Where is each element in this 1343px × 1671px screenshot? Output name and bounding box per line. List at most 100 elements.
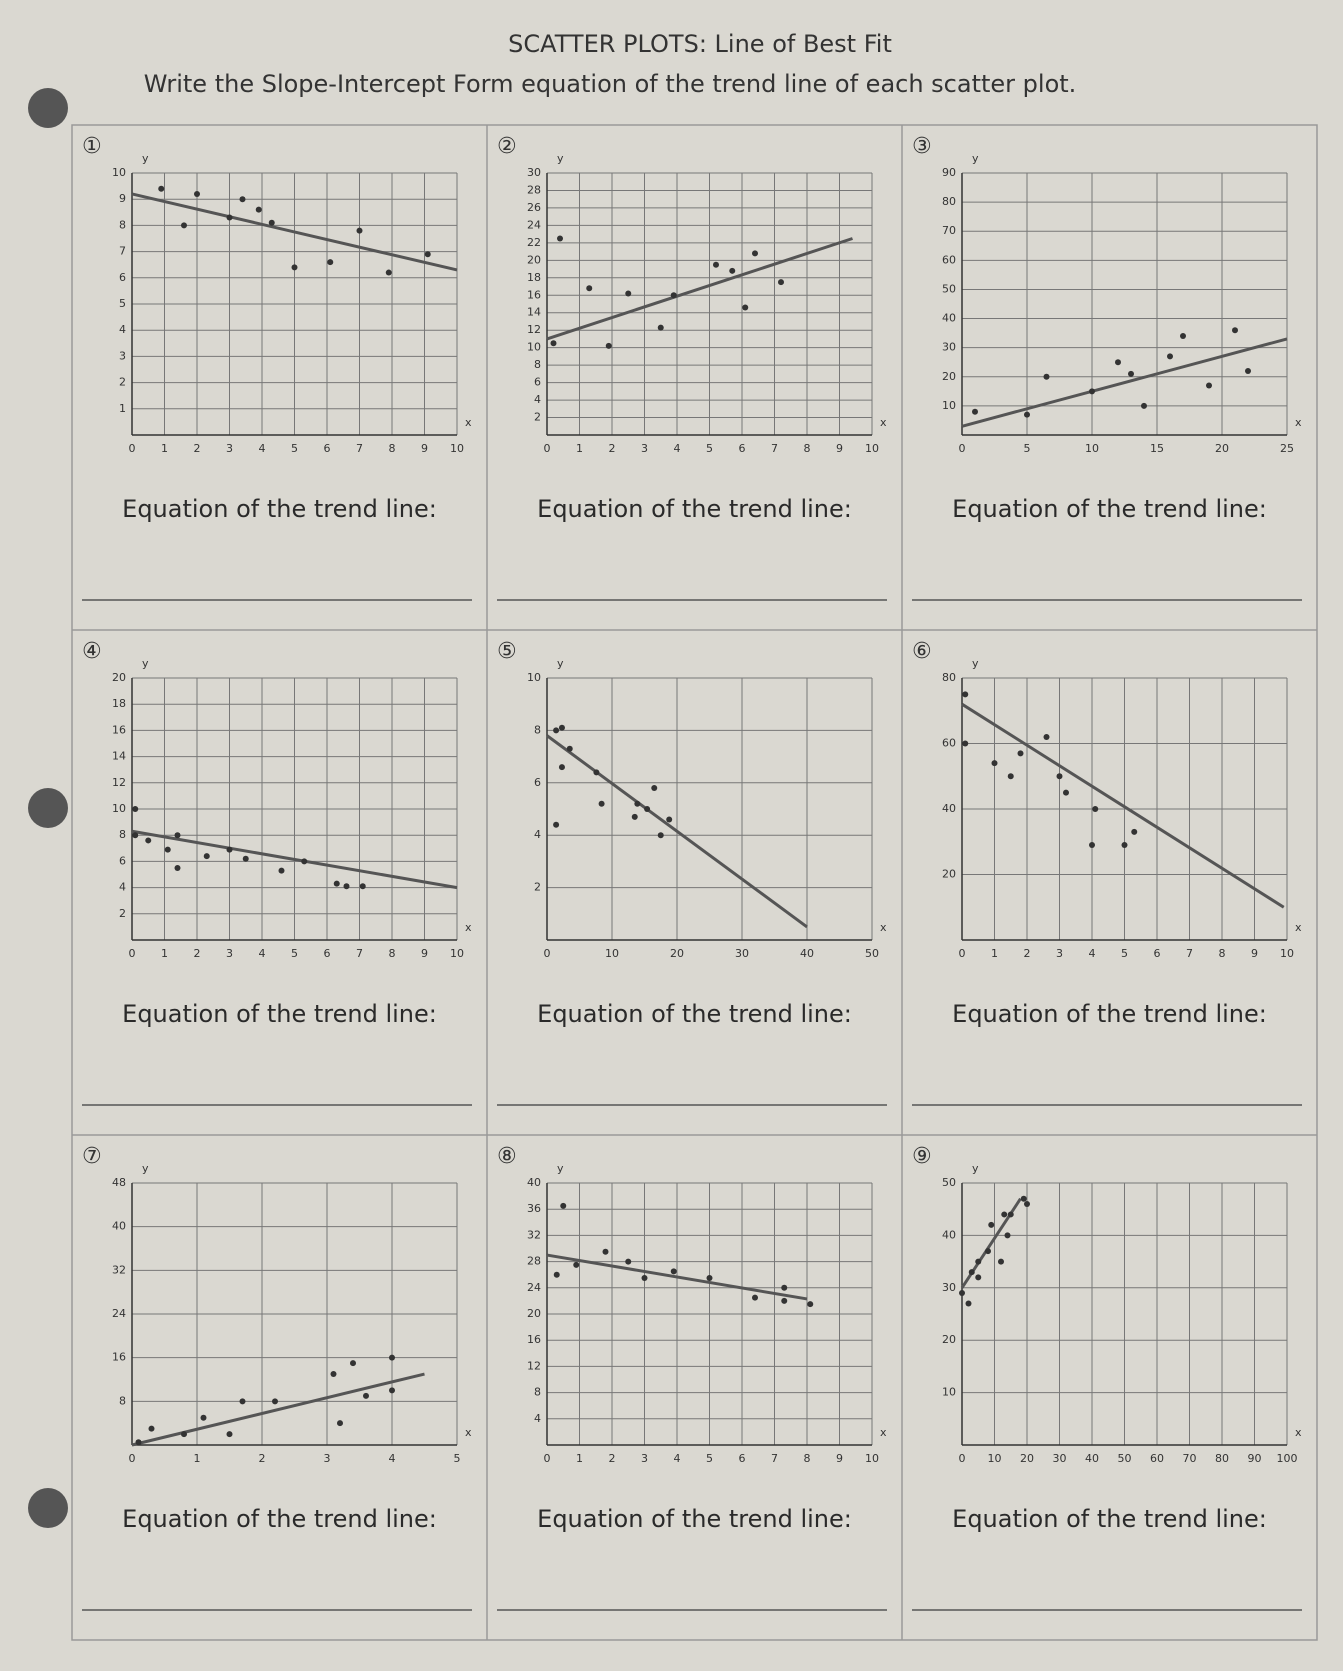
point — [752, 250, 758, 257]
y-tick-label: 24 — [527, 218, 541, 231]
x-tick-label: 9 — [836, 1452, 843, 1465]
point — [729, 267, 736, 274]
x-axis-label: x — [1295, 921, 1302, 934]
point — [651, 785, 658, 792]
x-tick-label: 4 — [674, 1452, 681, 1465]
x-axis-label: x — [880, 921, 887, 934]
y-tick-label: 4 — [534, 393, 541, 406]
point — [343, 883, 350, 890]
point — [333, 880, 340, 887]
x-tick-label: 2 — [194, 442, 201, 455]
point — [1020, 1195, 1027, 1202]
y-tick-label: 40 — [942, 312, 956, 325]
point — [625, 1258, 632, 1265]
point — [181, 222, 187, 229]
plot-number: ⑤ — [497, 639, 517, 664]
x-tick-label: 8 — [1219, 947, 1226, 960]
trend-line — [961, 702, 1285, 909]
y-tick-label: 80 — [942, 195, 956, 208]
y-tick-label: 10 — [112, 166, 126, 179]
x-tick-label: 70 — [1183, 1452, 1197, 1465]
point — [132, 806, 139, 812]
point — [625, 290, 632, 297]
x-tick-label: 7 — [356, 442, 363, 455]
y-axis-label: y — [972, 1162, 979, 1175]
y-tick-label: 4 — [534, 828, 541, 841]
x-tick-label: 30 — [735, 947, 749, 960]
y-tick-label: 12 — [527, 323, 541, 336]
point — [1206, 382, 1212, 389]
point — [174, 864, 181, 871]
y-tick-label: 16 — [527, 1333, 541, 1346]
y-tick-label: 10 — [112, 802, 126, 815]
y-axis-label: y — [557, 657, 564, 670]
point — [985, 1248, 991, 1255]
x-tick-label: 1 — [991, 947, 998, 960]
y-tick-label: 8 — [119, 828, 126, 841]
point — [573, 1261, 580, 1268]
point — [145, 837, 152, 844]
point — [558, 724, 565, 731]
point — [713, 261, 719, 268]
point — [605, 342, 612, 349]
point — [385, 269, 392, 276]
point — [148, 1425, 155, 1432]
x-tick-label: 4 — [259, 947, 266, 960]
point — [807, 1301, 814, 1308]
point — [226, 1431, 233, 1438]
punch-hole — [28, 1488, 68, 1528]
x-axis-label: x — [880, 1426, 887, 1439]
y-tick-label: 20 — [527, 1307, 541, 1320]
x-tick-label: 10 — [865, 442, 879, 455]
x-tick-label: 50 — [865, 947, 879, 960]
trend-line — [131, 829, 458, 890]
x-tick-label: 1 — [161, 947, 168, 960]
plot-number: ② — [497, 134, 517, 159]
y-tick-label: 8 — [119, 218, 126, 231]
y-tick-label: 20 — [942, 868, 956, 881]
point — [174, 832, 181, 839]
x-tick-label: 8 — [389, 442, 396, 455]
point — [424, 251, 431, 258]
y-tick-label: 8 — [534, 1386, 541, 1399]
point — [602, 1248, 609, 1255]
x-tick-label: 9 — [421, 442, 428, 455]
y-tick-label: 6 — [119, 854, 126, 867]
y-tick-label: 10 — [527, 341, 541, 354]
point — [359, 883, 366, 890]
x-tick-label: 90 — [1248, 1452, 1262, 1465]
x-tick-label: 3 — [641, 442, 648, 455]
title: SCATTER PLOTS: Line of Best Fit — [508, 30, 892, 58]
x-tick-label: 20 — [670, 947, 684, 960]
point — [1167, 353, 1173, 360]
y-tick-label: 60 — [942, 737, 956, 750]
x-tick-label: 5 — [291, 947, 298, 960]
point — [553, 821, 560, 828]
x-tick-label: 40 — [800, 947, 814, 960]
point — [1089, 842, 1095, 849]
point — [781, 1297, 788, 1304]
point — [968, 1269, 975, 1276]
point — [1131, 828, 1138, 835]
caption: Equation of the trend line: — [952, 1505, 1267, 1533]
y-tick-label: 28 — [527, 183, 541, 196]
y-tick-label: 30 — [942, 1281, 956, 1294]
x-tick-label: 10 — [450, 442, 464, 455]
y-tick-label: 40 — [942, 802, 956, 815]
point — [644, 806, 651, 812]
point — [203, 853, 210, 860]
point — [1043, 373, 1050, 380]
caption: Equation of the trend line: — [122, 1505, 437, 1533]
y-axis-label: y — [142, 1162, 149, 1175]
x-tick-label: 40 — [1085, 1452, 1099, 1465]
point — [631, 813, 638, 820]
x-tick-label: 6 — [1154, 947, 1161, 960]
point — [135, 1439, 142, 1446]
x-tick-label: 10 — [1280, 947, 1294, 960]
y-tick-label: 6 — [534, 376, 541, 389]
y-tick-label: 20 — [527, 253, 541, 266]
y-tick-label: 18 — [112, 697, 126, 710]
point — [965, 1300, 972, 1307]
punch-hole — [28, 88, 68, 128]
